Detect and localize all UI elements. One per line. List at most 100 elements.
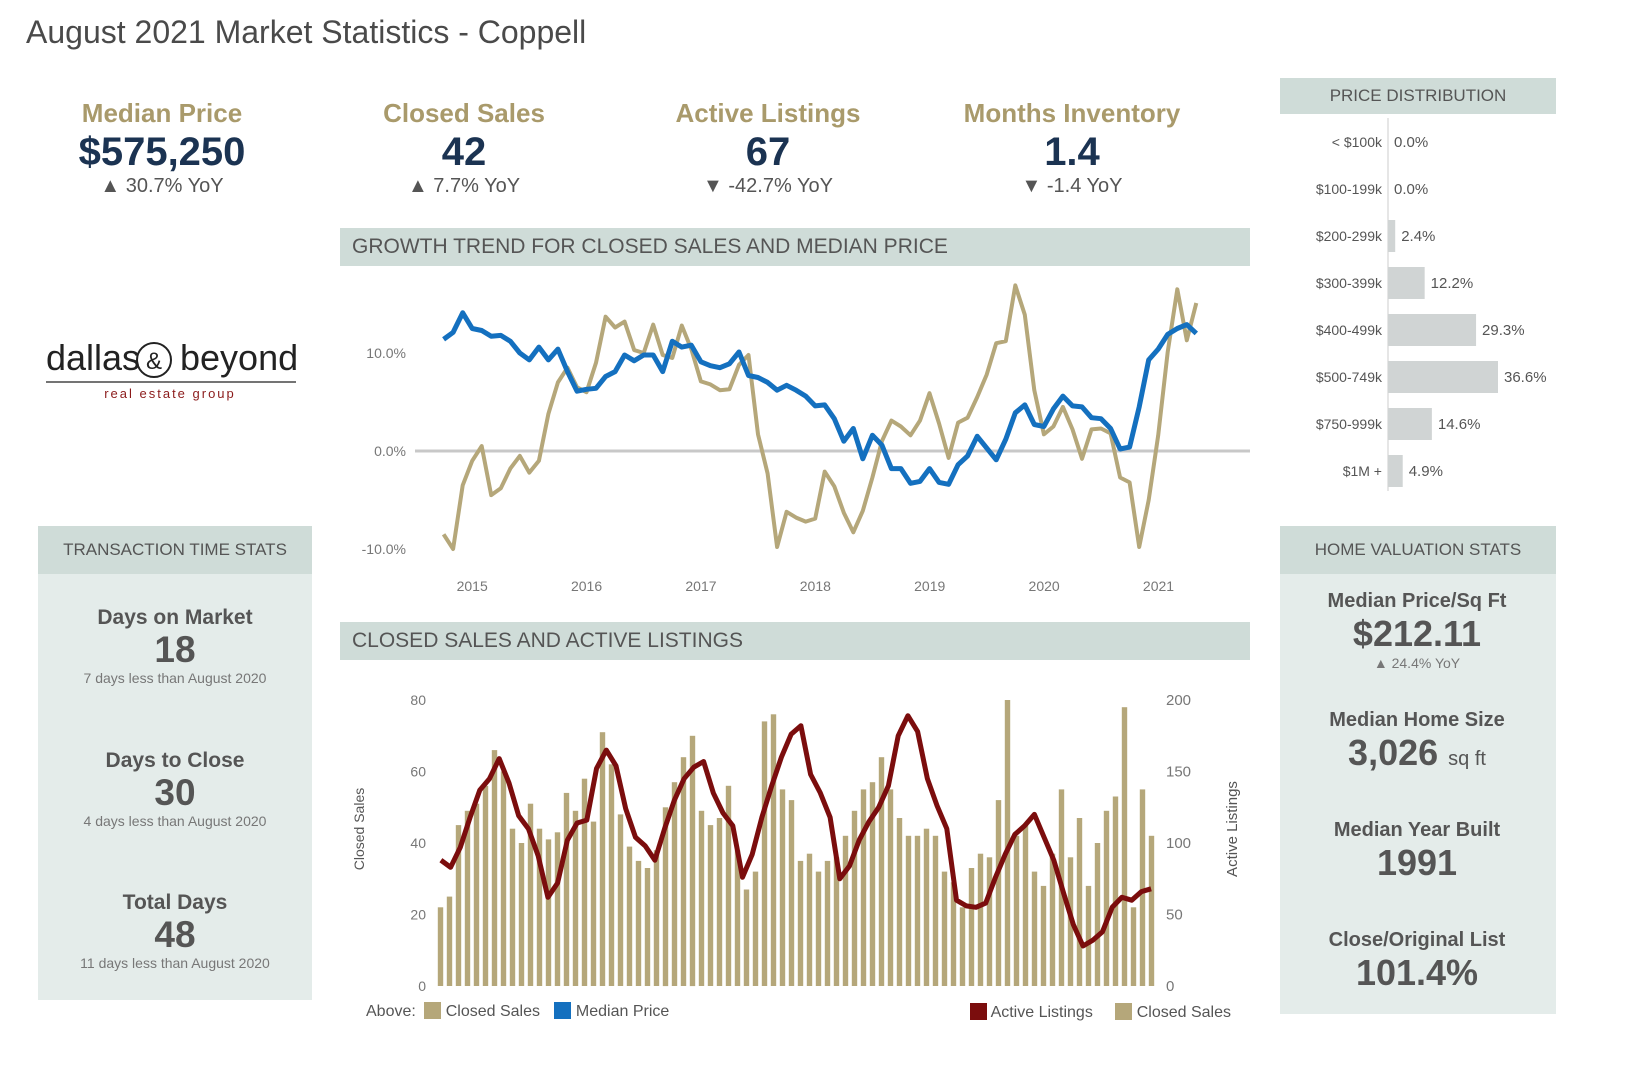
- legend-closed-label: Closed Sales: [445, 1003, 540, 1020]
- stat-close-original-list: Close/Original List 101.4%: [1272, 929, 1562, 994]
- kpi-value: $575,250: [78, 130, 246, 174]
- sl-bar: [590, 821, 597, 986]
- sl-ytick-label: 20: [410, 907, 426, 923]
- sl-bar: [464, 810, 471, 986]
- kpi-closed-sales: Closed Sales 42 ▲ 7.7% YoY: [314, 98, 614, 198]
- gt-xtick-label: 2020: [1029, 578, 1060, 594]
- sl-bar: [1148, 835, 1155, 986]
- sl-ylabel: Closed Sales: [351, 788, 367, 871]
- sl-bar: [815, 871, 822, 986]
- sl-bar: [806, 853, 813, 986]
- pd-value-label: 12.2%: [1431, 275, 1474, 292]
- sl-bar: [473, 803, 480, 986]
- pd-category-label: $1M +: [1343, 463, 1382, 479]
- legend-closed2-label: Closed Sales: [1136, 1004, 1232, 1021]
- pd-category-label: $500-749k: [1316, 369, 1383, 385]
- kpi-months-inventory: Months Inventory 1.4 ▼ -1.4 YoY: [922, 98, 1222, 198]
- sl-bar: [743, 889, 750, 986]
- price-distribution-marks: < $100k 0.0% $100-199k 0.0% $200-299k 2.4% $30…: [1316, 118, 1547, 491]
- stat-value: 30: [154, 772, 196, 813]
- sl-bar: [536, 828, 543, 986]
- kpi-active-listings: Active Listings 67 ▼ -42.7% YoY: [618, 98, 918, 198]
- sl-bar: [734, 850, 741, 986]
- kpi-yoy: ▲ 7.7% YoY: [407, 175, 521, 197]
- pd-category-label: $200-299k: [1316, 228, 1383, 244]
- stat-sub: 4 days less than August 2020: [83, 813, 267, 829]
- valuation-header: HOME VALUATION STATS: [1280, 526, 1556, 574]
- transaction-header: TRANSACTION TIME STATS: [38, 526, 312, 574]
- sl-bar: [1085, 885, 1092, 986]
- sl-bar: [671, 782, 678, 986]
- gt-xtick-label: 2019: [914, 578, 945, 594]
- stat-median-home-size: Median Home Size 3,026 sq ft: [1272, 709, 1562, 780]
- sl-bar: [1031, 871, 1038, 986]
- sl-bar: [617, 814, 624, 986]
- sl-bar: [689, 735, 696, 987]
- sl-ytick-label: 60: [410, 764, 426, 780]
- legend-swatch-closed: [424, 1002, 442, 1019]
- pd-bar: [1388, 267, 1425, 299]
- sl-bar: [923, 828, 930, 986]
- kpi-median-price: Median Price $575,250 ▲ 30.7% YoY: [12, 98, 312, 198]
- valuation-panel: [1280, 574, 1556, 1014]
- gt-ytick-label: 0.0%: [374, 443, 406, 459]
- sl-bar: [644, 868, 651, 986]
- pd-bar: [1388, 361, 1498, 393]
- sl-bar: [1004, 700, 1011, 986]
- pd-value-label: 36.6%: [1504, 369, 1547, 386]
- sl-bar: [1013, 835, 1020, 986]
- stat-sub: 7 days less than August 2020: [83, 670, 267, 686]
- sl-bar: [698, 810, 705, 986]
- logo-ampersand: &: [146, 348, 162, 375]
- sl-bar: [707, 825, 714, 986]
- pd-bar: [1388, 220, 1396, 252]
- company-logo: dallas & beyond real estate group: [40, 330, 300, 415]
- sl-bar: [761, 721, 768, 986]
- sl-bar: [1094, 843, 1101, 986]
- pd-value-label: 14.6%: [1438, 416, 1481, 433]
- stat-value-row: 3,026 sq ft: [1272, 732, 1562, 780]
- stat-label: Close/Original List: [1328, 929, 1506, 951]
- sl-bar: [977, 853, 984, 986]
- kpi-label: Median Price: [81, 98, 243, 128]
- sl-bar: [1103, 810, 1110, 986]
- sl-bar: [500, 771, 507, 986]
- sl-y2tick-label: 200: [1166, 692, 1191, 709]
- stat-label: Days to Close: [105, 749, 245, 772]
- stat-sub: 11 days less than August 2020: [80, 955, 270, 971]
- stat-days-to-close: Days to Close 30 4 days less than August…: [30, 749, 320, 829]
- sl-bar: [797, 860, 804, 986]
- sl-bar: [851, 810, 858, 986]
- pd-category-label: $300-399k: [1316, 275, 1383, 291]
- logo-ampersand-ring: [136, 342, 172, 378]
- gt-series-line: [442, 310, 1198, 487]
- stat-value: 18: [154, 629, 196, 670]
- sl-bar: [1049, 853, 1056, 986]
- sl-bar: [572, 810, 579, 986]
- pd-value-label: 29.3%: [1482, 322, 1525, 339]
- sl-bar: [752, 871, 759, 986]
- sl-bar: [518, 843, 525, 986]
- sl-y2tick-label: 0: [1166, 978, 1174, 995]
- gt-ytick-label: 10.0%: [366, 345, 406, 361]
- sl-bar: [968, 868, 975, 986]
- sl-bar: [788, 800, 795, 986]
- legend-swatch-closed2: [1115, 1003, 1133, 1020]
- kpi-label: Active Listings: [675, 98, 861, 128]
- sl-bar: [437, 907, 444, 986]
- sl-y2tick-label: 100: [1166, 835, 1191, 852]
- sl-bar: [914, 835, 921, 986]
- sl-bar: [824, 860, 831, 986]
- sl-active-listings-line: [439, 713, 1152, 949]
- sl-bar: [545, 839, 552, 986]
- legend-right: Active Listings Closed Sales: [970, 1003, 1231, 1022]
- pd-value-label: 2.4%: [1401, 228, 1435, 245]
- growth-trend-chart: 10.0% 0.0% -10.0% 2015 2016 2017 2018 2019 2020 2…: [362, 283, 1250, 594]
- sl-bar: [878, 757, 885, 986]
- kpi-yoy: ▲ 30.7% YoY: [100, 175, 224, 197]
- sl-bar: [563, 792, 570, 986]
- kpi-value: 67: [745, 130, 791, 174]
- kpi-yoy: ▼ -1.4 YoY: [1021, 175, 1123, 197]
- sl-bar: [941, 871, 948, 986]
- sl-bar: [482, 785, 489, 986]
